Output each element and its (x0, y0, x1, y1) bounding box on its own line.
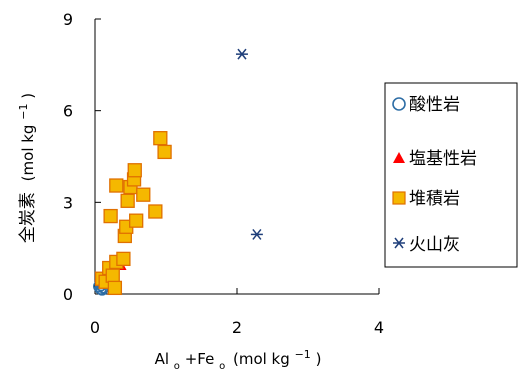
legend-item-acidic: 酸性岩 (392, 95, 460, 115)
y-axis-label-unit: (mol kg (19, 125, 37, 182)
y-tick-label: 3 (63, 193, 73, 212)
legend-asterisk-marker (393, 237, 405, 249)
point-sedimentary (103, 208, 118, 224)
x-axis-label-mid: +Fe (185, 350, 215, 368)
data-points (93, 48, 263, 296)
point-sedimentary (157, 144, 172, 160)
point-volcanic-ash (250, 228, 263, 240)
point-sedimentary (148, 204, 163, 219)
legend-item-volcanic-ash: 火山灰 (393, 235, 460, 255)
y-tick-label: 0 (63, 285, 73, 304)
point-sedimentary (136, 187, 151, 202)
legend-box (384, 82, 518, 268)
point-sedimentary (107, 280, 123, 296)
x-axis-label-sub1: o (174, 361, 180, 372)
point-sedimentary (153, 131, 168, 146)
x-tick-label: 2 (232, 318, 242, 337)
legend-label-acidic: 酸性岩 (409, 95, 460, 115)
point-sedimentary (120, 193, 135, 208)
x-tick-label: 0 (90, 318, 100, 337)
point-sedimentary (127, 163, 142, 178)
point-volcanic-ash (235, 48, 248, 60)
legend-item-sedimentary: 堆積岩 (392, 189, 460, 209)
legend-label-volcanic-ash: 火山灰 (409, 235, 460, 255)
x-axis-ticks: 0 2 4 (90, 288, 384, 337)
legend-label-sedimentary: 堆積岩 (409, 189, 460, 209)
legend-label-basic: 塩基性岩 (409, 149, 477, 169)
point-sedimentary (109, 178, 124, 193)
x-axis-label-unit: (mol kg (233, 350, 290, 368)
y-axis-ticks: 0 3 6 9 (63, 10, 101, 304)
y-axis-label-sup: −1 (17, 104, 30, 120)
x-axis-label-close: ) (316, 350, 322, 368)
y-tick-label: 6 (63, 102, 73, 121)
legend: 酸性岩 塩基性岩 堆積岩 火山灰 (384, 82, 518, 268)
x-axis-label: Al o +Fe o (mol kg −1 ) (155, 344, 322, 373)
legend-triangle-marker (393, 152, 405, 163)
x-tick-label: 4 (374, 318, 384, 337)
axes (94, 19, 379, 295)
x-axis-label-sup: −1 (295, 348, 311, 361)
point-sedimentary (105, 268, 120, 283)
y-axis-label: 全炭素 (mol kg −1 ) (13, 93, 38, 243)
point-sedimentary (116, 251, 131, 267)
y-axis-label-main: 全炭素 (18, 192, 38, 243)
point-sedimentary (129, 213, 144, 228)
legend-circle-marker (392, 97, 406, 111)
y-axis-label-close: ) (19, 93, 37, 99)
x-axis-label-main: Al (155, 350, 169, 368)
legend-square-marker (392, 191, 406, 205)
y-tick-label: 9 (63, 10, 73, 29)
legend-item-basic: 塩基性岩 (393, 149, 477, 169)
x-axis-label-sub2: o (219, 361, 225, 372)
